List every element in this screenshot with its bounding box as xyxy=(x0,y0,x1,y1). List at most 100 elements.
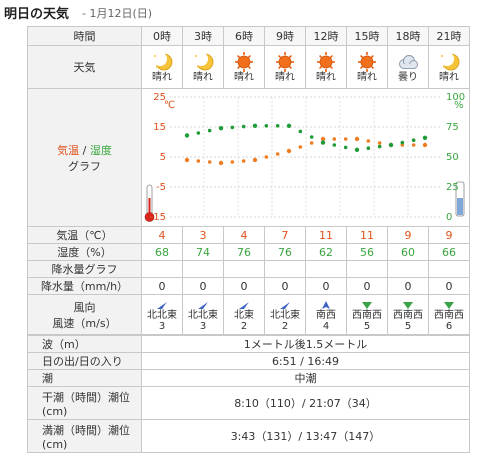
weather-text: 曇り xyxy=(398,71,418,83)
thermometer-icon xyxy=(144,184,155,222)
graph-label-temp: 気温 xyxy=(57,143,80,157)
temperature-line-dot xyxy=(366,138,371,143)
graph-label-hum: 湿度 xyxy=(89,143,112,157)
temperature-point xyxy=(218,160,224,165)
high-tide-label-line2: (cm) xyxy=(42,437,68,451)
humidity-label: 湿度（%） xyxy=(27,243,142,261)
weather-cell: 晴れ xyxy=(264,45,306,89)
temperature-label: 気温（℃） xyxy=(27,226,142,244)
moon-icon xyxy=(153,51,173,70)
weather-cell: 晴れ xyxy=(346,45,388,89)
humidity-gauge-icon xyxy=(455,181,465,216)
wind-cell: 西南西 6 xyxy=(428,294,470,335)
humidity-point xyxy=(286,123,292,128)
left-axis-tick: 25 xyxy=(153,92,166,103)
precip-graph-cell xyxy=(264,260,306,278)
sea-info-table: 波（m） 1メートル後1.5メートル 日の出/日の入り 6:51 / 16:49… xyxy=(27,335,470,453)
right-axis-tick: 75 xyxy=(446,122,459,133)
wind-direction: 北北東 xyxy=(147,309,177,321)
humidity-cell: 66 xyxy=(428,243,470,261)
wind-arrow-green-icon xyxy=(444,301,454,309)
weather-text: 晴れ xyxy=(316,71,336,83)
temperature-line-dot xyxy=(230,159,235,164)
low-tide-value: 8:10（110）/ 21:07（34） xyxy=(141,386,470,420)
left-axis-tick: 5 xyxy=(160,152,166,163)
humidity-line-dot xyxy=(196,130,201,135)
precip-graph-cell xyxy=(182,260,224,278)
wind-arrow-blue-icon xyxy=(157,301,167,309)
tide-value: 中潮 xyxy=(141,369,470,387)
wind-speed: 5 xyxy=(363,320,371,332)
humidity-line-dot xyxy=(275,123,280,128)
wind-cell: 北北東 3 xyxy=(182,294,224,335)
wind-cell: 南西 4 xyxy=(305,294,347,335)
wind-direction-label: 風向 xyxy=(73,300,96,314)
precip-graph-label: 降水量グラフ xyxy=(27,260,142,278)
wind-arrow-green-icon xyxy=(403,301,413,309)
humidity-point xyxy=(218,125,224,130)
precip-graph-row: 降水量グラフ xyxy=(27,260,470,278)
precip-graph-cell xyxy=(223,260,265,278)
temperature-line-dot xyxy=(332,136,337,141)
temperature-point xyxy=(184,157,190,162)
wind-speed: 4 xyxy=(322,320,330,332)
wind-speed: 3 xyxy=(199,320,207,332)
wind-speed-label: 風速（m/s） xyxy=(52,316,117,330)
wind-direction: 西南西 xyxy=(393,309,423,321)
wind-speed: 3 xyxy=(158,320,166,332)
precip-cell: 0 xyxy=(223,277,265,295)
time-label: 時間 xyxy=(27,26,142,46)
time-cell: 15時 xyxy=(346,26,388,46)
humidity-point xyxy=(320,139,326,145)
sun-icon xyxy=(276,51,294,72)
humidity-cell: 68 xyxy=(141,243,183,261)
wind-cell: 西南西 5 xyxy=(387,294,429,335)
humidity-line-dot xyxy=(207,128,212,132)
graph-cell: ℃ % 25 15 5 -5 -15 100 75 50 25 0 xyxy=(141,88,470,227)
moon-icon xyxy=(440,51,460,70)
low-tide-row: 干潮（時間）潮位 (cm) 8:10（110）/ 21:07（34） xyxy=(27,386,470,420)
precip-graph-cell xyxy=(305,260,347,278)
humidity-line-dot xyxy=(343,145,348,149)
right-axis-tick: 50 xyxy=(446,152,459,163)
temperature-cell: 11 xyxy=(305,226,347,244)
left-axis-tick: -5 xyxy=(156,182,166,193)
high-tide-label: 満潮（時間）潮位 (cm) xyxy=(27,419,142,453)
weather-cell: 晴れ xyxy=(223,45,265,89)
wind-speed: 2 xyxy=(281,320,289,332)
temperature-line-dot xyxy=(298,144,303,149)
wind-label: 風向 風速（m/s） xyxy=(27,294,142,335)
humidity-line-dot xyxy=(230,125,235,129)
humidity-cell: 76 xyxy=(223,243,265,261)
weather-text: 晴れ xyxy=(234,71,254,83)
sun-value: 6:51 / 16:49 xyxy=(141,352,470,370)
temperature-line-dot xyxy=(343,136,348,141)
weather-cell: 晴れ xyxy=(141,45,183,89)
high-tide-value: 3:43（131）/ 13:47（147） xyxy=(141,419,470,453)
humidity-line-dot xyxy=(309,134,314,139)
humidity-line-dot xyxy=(366,145,371,150)
weather-label: 天気 xyxy=(27,45,142,89)
temperature-cell: 3 xyxy=(182,226,224,244)
wind-speed: 6 xyxy=(445,320,453,332)
humidity-cell: 76 xyxy=(264,243,306,261)
weather-cell: 晴れ xyxy=(182,45,224,89)
time-cell: 3時 xyxy=(182,26,224,46)
sun-icon xyxy=(358,51,376,72)
temperature-point xyxy=(320,136,326,141)
low-tide-label-line2: (cm) xyxy=(42,404,68,418)
wind-cell: 北東 2 xyxy=(223,294,265,335)
forecast-date: - 1月12日(日) xyxy=(82,7,153,20)
precip-cell: 0 xyxy=(141,277,183,295)
temperature-line-dot xyxy=(411,142,416,147)
temperature-point xyxy=(354,136,360,141)
precip-graph-cell xyxy=(141,260,183,278)
left-axis-unit: ℃ xyxy=(164,100,175,111)
temp-humidity-chart: ℃ % 25 15 5 -5 -15 100 75 50 25 0 xyxy=(144,92,465,223)
humidity-line-dot xyxy=(377,144,382,148)
time-cell: 18時 xyxy=(387,26,429,46)
wind-speed: 5 xyxy=(404,320,412,332)
humidity-line-dot xyxy=(264,123,269,128)
humidity-cell: 74 xyxy=(182,243,224,261)
humidity-point xyxy=(422,135,428,140)
